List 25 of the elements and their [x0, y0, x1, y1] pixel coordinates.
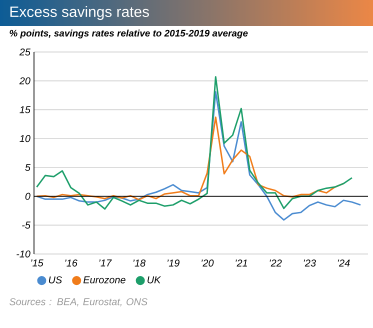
x-tick-label: ’19 — [167, 260, 180, 267]
x-tick-label: ’16 — [65, 260, 78, 267]
line-series — [36, 76, 353, 210]
x-tick-label: ’18 — [133, 260, 146, 267]
y-tick-label: 0 — [25, 192, 30, 200]
chart-subtitle: % points, savings rates relative to 2015-2019 average — [10, 30, 248, 38]
x-tick-label: ’24 — [338, 260, 350, 266]
legend-label: UK — [148, 276, 162, 284]
y-tick-label: -10 — [16, 250, 30, 258]
y-tick-label: 25 — [19, 48, 30, 56]
source-note: Sources : BEA, Eurostat, ONS — [9, 298, 148, 306]
y-tick-label: 5 — [25, 164, 30, 171]
y-tick-label: 10 — [20, 135, 30, 142]
legend-label: US — [48, 276, 62, 284]
x-tick-label: ’20 — [201, 260, 214, 267]
y-tick-label: -5 — [22, 222, 30, 229]
x-tick-label: ’15 — [31, 260, 44, 266]
legend-label: Eurozone — [83, 276, 126, 284]
chart-title: Excess savings rates — [10, 6, 149, 20]
x-tick-label: ’22 — [270, 260, 282, 266]
x-tick-label: ’17 — [99, 260, 112, 266]
x-tick-label: ’21 — [236, 260, 248, 266]
y-tick-label: 20 — [19, 77, 30, 84]
y-tick-label: 15 — [20, 106, 30, 114]
x-tick-label: ’23 — [304, 260, 316, 267]
